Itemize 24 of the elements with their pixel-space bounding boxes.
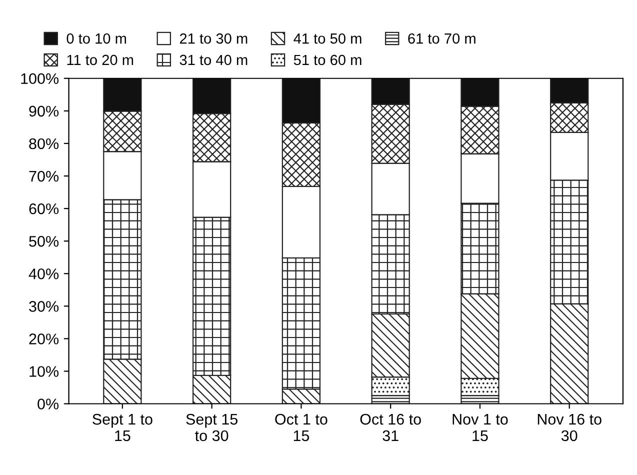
- x-tick-label: Sept 1 to 15: [92, 414, 152, 442]
- y-tick-label: 80%: [29, 138, 59, 150]
- x-tick-label: Oct 1 to 15: [275, 414, 328, 442]
- y-tick-label: 90%: [29, 106, 59, 117]
- y-tick-label: 50%: [29, 236, 59, 247]
- x-tick-label: Nov 16 to 30: [538, 414, 602, 442]
- y-tick-label: 60%: [29, 203, 59, 214]
- x-tick-label: Sept 15 to 30: [186, 414, 238, 442]
- x-tick-label: Nov 1 to 15: [452, 414, 508, 442]
- x-tick-label: Oct 16 to 31: [360, 414, 421, 442]
- y-tick-label: 20%: [29, 334, 59, 344]
- legend-label: 51 to 60 m: [294, 54, 362, 66]
- legend-label: 31 to 40 m: [180, 54, 248, 66]
- legend-label: 21 to 30 m: [180, 33, 248, 44]
- legend-label: 11 to 20 m: [67, 54, 134, 66]
- y-tick-label: 40%: [28, 268, 59, 280]
- legend-label: 0 to 10 m: [66, 33, 126, 44]
- legend-label: 41 to 50 m: [294, 33, 362, 44]
- y-tick-label: 100%: [21, 73, 59, 84]
- y-tick-label: 0%: [38, 398, 59, 410]
- legend-label: 61 to 70 m: [408, 33, 476, 44]
- y-tick-label: 30%: [29, 301, 59, 312]
- y-tick-label: 10%: [30, 366, 59, 377]
- y-tick-label: 70%: [29, 170, 59, 182]
